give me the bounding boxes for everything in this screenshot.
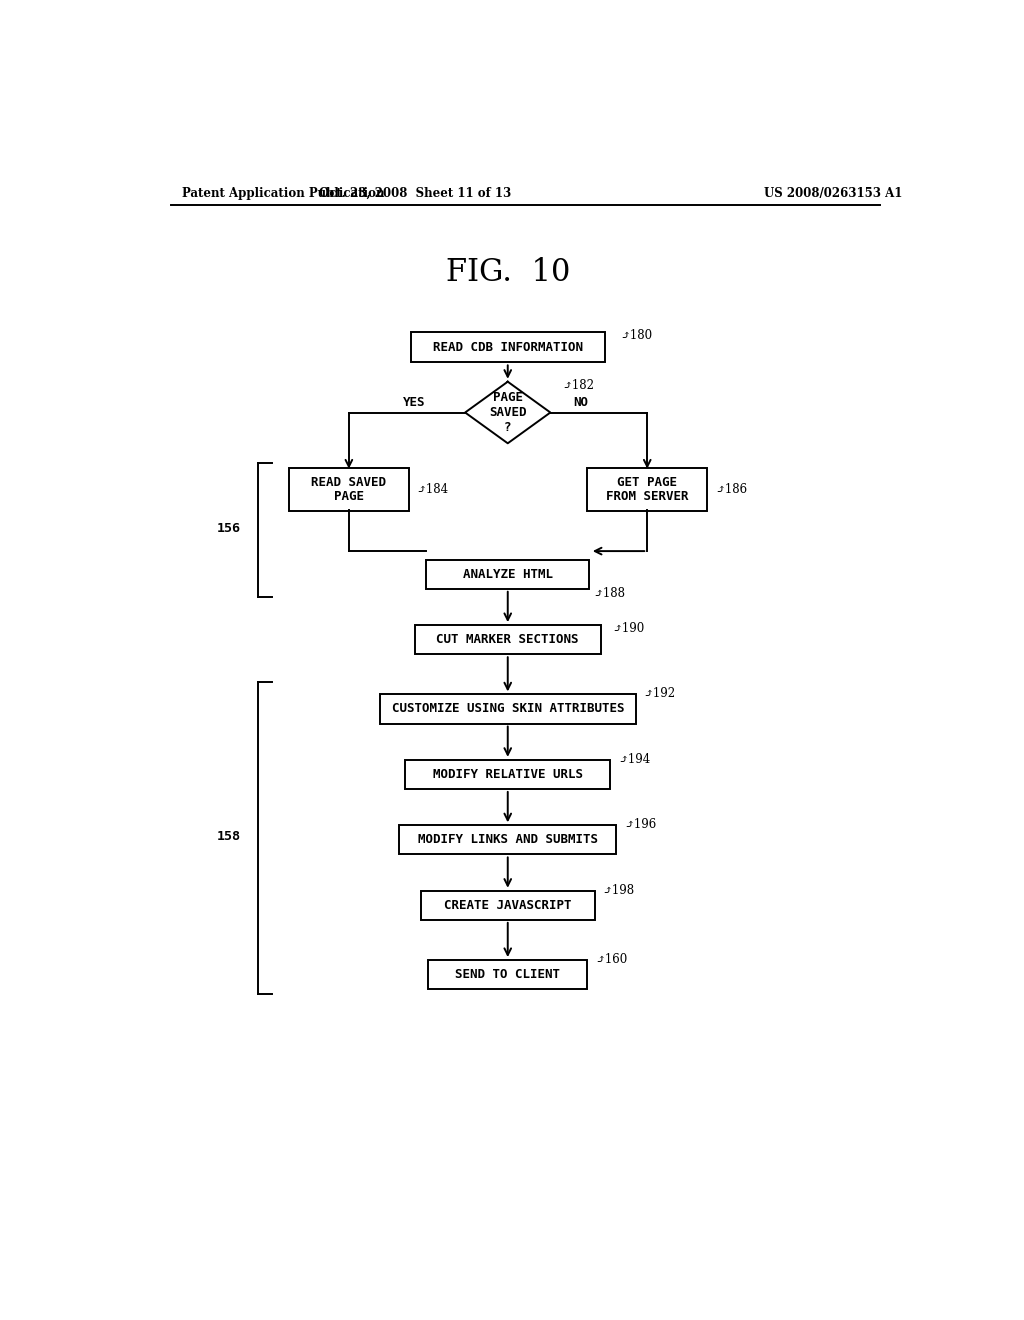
Text: MODIFY LINKS AND SUBMITS: MODIFY LINKS AND SUBMITS <box>418 833 598 846</box>
Polygon shape <box>465 381 550 444</box>
Bar <box>426 560 589 589</box>
Text: ⤴192: ⤴192 <box>643 688 676 701</box>
Text: Oct. 23, 2008  Sheet 11 of 13: Oct. 23, 2008 Sheet 11 of 13 <box>318 186 511 199</box>
Text: PAGE
SAVED
?: PAGE SAVED ? <box>489 391 526 434</box>
Text: 156: 156 <box>216 521 241 535</box>
Text: CUT MARKER SECTIONS: CUT MARKER SECTIONS <box>436 634 579 647</box>
Text: ANALYZE HTML: ANALYZE HTML <box>463 568 553 581</box>
Text: ⤴188: ⤴188 <box>593 586 625 599</box>
Text: ⤴196: ⤴196 <box>624 818 656 832</box>
Text: CUSTOMIZE USING SKIN ATTRIBUTES: CUSTOMIZE USING SKIN ATTRIBUTES <box>391 702 624 715</box>
Text: READ SAVED
PAGE: READ SAVED PAGE <box>311 475 386 503</box>
Text: ⤴190: ⤴190 <box>612 622 645 635</box>
Text: NO: NO <box>573 396 589 409</box>
Text: 158: 158 <box>216 829 241 842</box>
Text: FIG.  10: FIG. 10 <box>445 257 570 288</box>
Text: US 2008/0263153 A1: US 2008/0263153 A1 <box>764 186 902 199</box>
Text: ⤴184: ⤴184 <box>417 483 449 496</box>
Bar <box>415 626 601 655</box>
Text: CREATE JAVASCRIPT: CREATE JAVASCRIPT <box>444 899 571 912</box>
Text: READ CDB INFORMATION: READ CDB INFORMATION <box>433 341 583 354</box>
Bar <box>399 825 616 854</box>
Text: YES: YES <box>403 396 426 409</box>
Bar <box>428 960 587 989</box>
Text: MODIFY RELATIVE URLS: MODIFY RELATIVE URLS <box>433 768 583 781</box>
Bar <box>587 469 708 511</box>
Text: Patent Application Publication: Patent Application Publication <box>182 186 385 199</box>
Bar <box>406 760 610 789</box>
Text: ⤴194: ⤴194 <box>618 752 650 766</box>
Text: ⤴198: ⤴198 <box>603 884 635 896</box>
Text: ⤴182: ⤴182 <box>562 379 594 392</box>
Text: ⤴160: ⤴160 <box>595 953 627 966</box>
Text: GET PAGE
FROM SERVER: GET PAGE FROM SERVER <box>606 475 688 503</box>
Bar <box>421 891 595 920</box>
Text: SEND TO CLIENT: SEND TO CLIENT <box>456 968 560 981</box>
Bar <box>380 694 636 723</box>
Text: ⤴180: ⤴180 <box>621 330 652 342</box>
Bar <box>289 469 409 511</box>
Text: ⤴186: ⤴186 <box>715 483 748 496</box>
Bar <box>411 331 604 363</box>
